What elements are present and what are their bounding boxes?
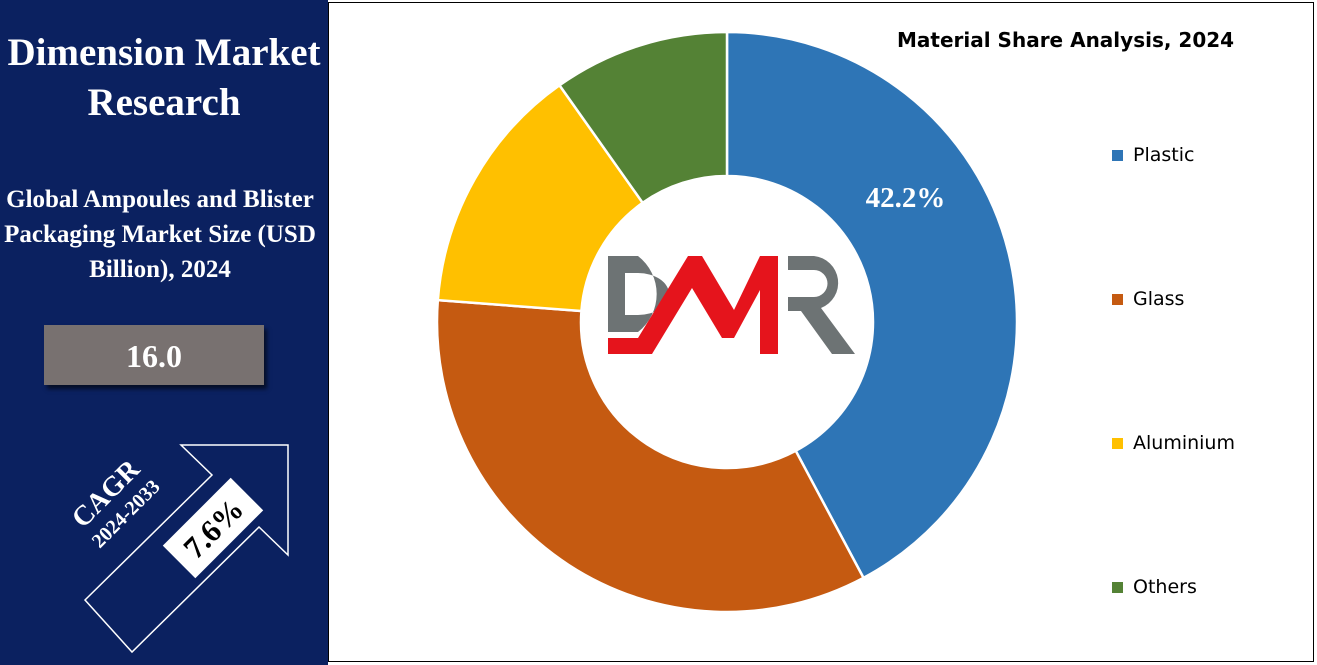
slice-aluminium	[436, 83, 645, 313]
logo-letter-d	[608, 256, 669, 332]
cagr-arrow-graphic: 7.6% CAGR 2024-2033	[66, 444, 289, 654]
logo-letter-r	[788, 256, 855, 354]
legend-label-plastic: Plastic	[1133, 144, 1195, 166]
logo-letter-m	[608, 256, 778, 354]
cagr-value-box	[162, 477, 264, 579]
legend-item-plastic: Plastic	[1112, 144, 1194, 166]
slice-glass	[435, 298, 866, 614]
dmr-logo	[608, 256, 855, 354]
legend-swatch-plastic	[1112, 149, 1123, 161]
legend-swatch-aluminium	[1112, 437, 1123, 449]
market-title: Global Ampoules and Blister Packaging Ma…	[4, 186, 316, 283]
legend-item-aluminium: Aluminium	[1112, 432, 1235, 454]
data-label-plastic: 42.2%	[866, 182, 946, 214]
left-info-panel: Dimension Market Research Global Ampoule…	[0, 0, 328, 665]
slice-plastic	[725, 30, 1019, 580]
arrow-outline	[83, 444, 289, 654]
legend-label-others: Others	[1133, 576, 1197, 598]
chart-title: Material Share Analysis, 2024	[897, 28, 1235, 52]
legend-swatch-others	[1112, 581, 1123, 593]
legend-swatch-glass	[1112, 293, 1123, 305]
legend-label-glass: Glass	[1133, 288, 1185, 310]
legend-label-aluminium: Aluminium	[1133, 432, 1235, 454]
legend-item-others: Others	[1112, 576, 1197, 598]
brand-name: Dimension Market Research	[7, 31, 321, 124]
slice-others	[557, 30, 729, 205]
market-value: 16.0	[44, 325, 264, 385]
legend-item-glass: Glass	[1112, 288, 1184, 310]
